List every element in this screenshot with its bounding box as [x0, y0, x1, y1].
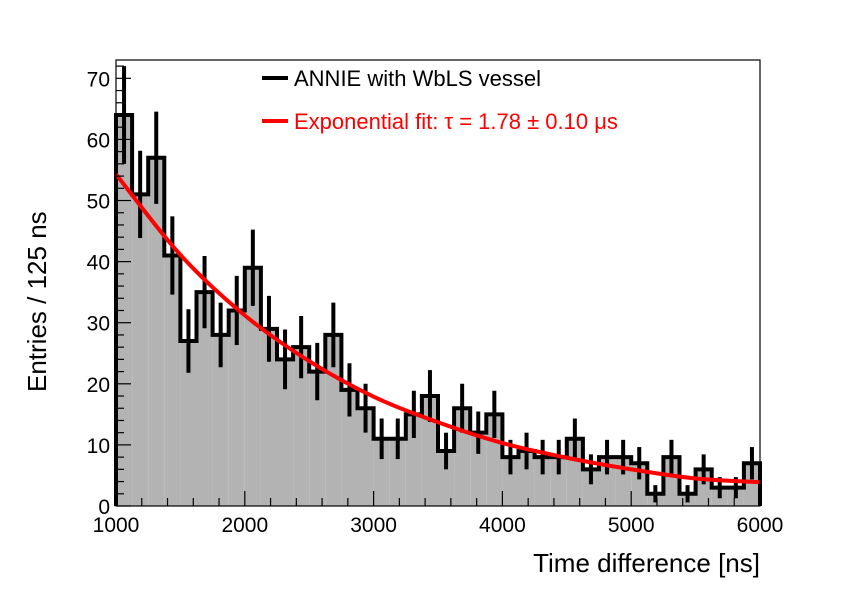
- ticks-layer: [115, 65, 761, 507]
- histogram-bar: [228, 310, 245, 506]
- histogram-bar: [373, 438, 390, 506]
- histogram-bar: [534, 457, 551, 506]
- y-axis-title: Entries / 125 ns: [22, 211, 52, 392]
- histogram-bar: [631, 463, 648, 506]
- histogram-bar: [389, 438, 406, 506]
- y-tick-label: 50: [87, 191, 110, 214]
- plot-frame: [115, 59, 761, 507]
- histogram-bar: [518, 451, 535, 506]
- y-tick-label: 70: [87, 68, 110, 91]
- x-tick-label: 3000: [350, 514, 397, 537]
- x-tick-label: 2000: [221, 514, 268, 537]
- histogram-bar: [438, 451, 455, 506]
- y-tick-label: 40: [87, 252, 110, 275]
- histogram-bar: [132, 194, 149, 507]
- histogram-bar: [196, 292, 213, 506]
- histogram-bar: [309, 371, 326, 506]
- histogram-bar: [470, 432, 487, 506]
- histogram-bar: [582, 469, 599, 506]
- histogram-bar: [293, 347, 310, 506]
- histogram-bar: [212, 334, 229, 506]
- x-tick-label: 6000: [737, 514, 784, 537]
- legend: ANNIE with WbLS vessel Exponential fit: …: [262, 66, 618, 134]
- histogram-bar: [148, 157, 165, 506]
- histogram-bar: [550, 457, 567, 506]
- x-axis-title: Time difference [ns]: [533, 548, 760, 578]
- histogram-bar: [277, 359, 294, 506]
- histogram-bar: [180, 341, 197, 506]
- histogram-bar: [566, 438, 583, 506]
- histogram-bar: [357, 408, 374, 506]
- tick-labels-layer: 1000 2000 3000 4000 5000 6000 0 10 20 30 40 50 60 70: [87, 68, 784, 537]
- x-tick-label: 1000: [93, 514, 140, 537]
- x-tick-label: 4000: [479, 514, 526, 537]
- y-tick-label: 0: [98, 496, 110, 519]
- y-tick-label: 20: [87, 374, 110, 397]
- histogram-bar: [164, 255, 181, 506]
- fit-curve: [114, 173, 761, 485]
- y-tick-label: 10: [87, 435, 110, 458]
- legend-label-fit: Exponential fit: τ = 1.78 ± 0.10 μs: [294, 109, 618, 134]
- y-tick-label: 30: [87, 313, 110, 336]
- histogram-bar: [405, 414, 422, 506]
- histogram-bar: [486, 414, 503, 506]
- histogram-bar: [421, 396, 438, 506]
- histogram-bar: [502, 457, 519, 506]
- histogram-bar: [663, 457, 680, 506]
- fit-curve-layer: [114, 173, 761, 485]
- legend-label-data: ANNIE with WbLS vessel: [294, 66, 541, 91]
- x-tick-label: 5000: [608, 514, 655, 537]
- histogram-bar: [743, 463, 760, 506]
- histogram-bar: [341, 389, 358, 506]
- y-tick-label: 60: [87, 129, 110, 152]
- histogram-bar: [260, 328, 277, 506]
- histogram-bar: [599, 457, 616, 506]
